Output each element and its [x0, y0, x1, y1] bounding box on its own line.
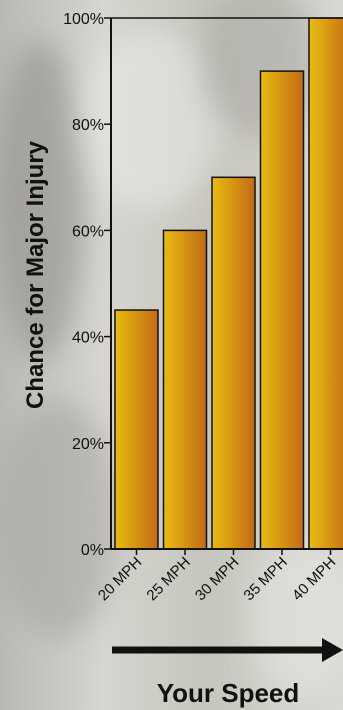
x-category-label: 25 MPH [143, 554, 193, 604]
bar-40-mph [308, 17, 343, 550]
y-tick-label: 0% [81, 542, 104, 559]
x-category-label: 35 MPH [240, 554, 290, 604]
x-category-label: 40 MPH [289, 554, 339, 604]
bar-35-mph [259, 70, 305, 550]
y-tick-label: 40% [72, 330, 104, 347]
bars-group [114, 17, 343, 550]
y-axis-title: Chance for Major Injury [22, 140, 49, 409]
y-tick-label: 100% [63, 11, 104, 28]
x-axis-title: Your Speed [157, 678, 300, 708]
bar-25-mph [162, 229, 208, 550]
y-ticks-group: 0% 20% 40% 60% 80% 100% [63, 11, 111, 559]
x-category-label: 20 MPH [95, 554, 145, 604]
x-category-label: 30 MPH [192, 554, 242, 604]
y-tick-label: 80% [72, 117, 104, 134]
bar-30-mph [211, 176, 256, 550]
y-tick-label: 20% [72, 436, 104, 453]
y-tick-label: 60% [72, 223, 104, 240]
bar-20-mph [114, 309, 159, 550]
speed-arrow-icon [112, 638, 343, 662]
